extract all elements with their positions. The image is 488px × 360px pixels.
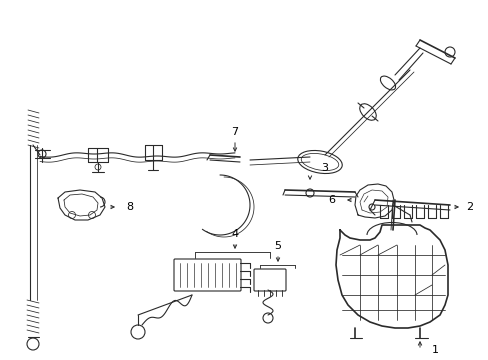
Text: 3: 3 [321, 163, 328, 173]
Text: 7: 7 [231, 127, 238, 137]
Text: 2: 2 [466, 202, 472, 212]
Text: 4: 4 [231, 229, 238, 239]
FancyBboxPatch shape [253, 269, 285, 291]
Text: 8: 8 [126, 202, 133, 212]
Text: 6: 6 [328, 195, 335, 205]
Text: 1: 1 [430, 345, 438, 355]
Text: 5: 5 [274, 241, 281, 251]
FancyBboxPatch shape [174, 259, 241, 291]
